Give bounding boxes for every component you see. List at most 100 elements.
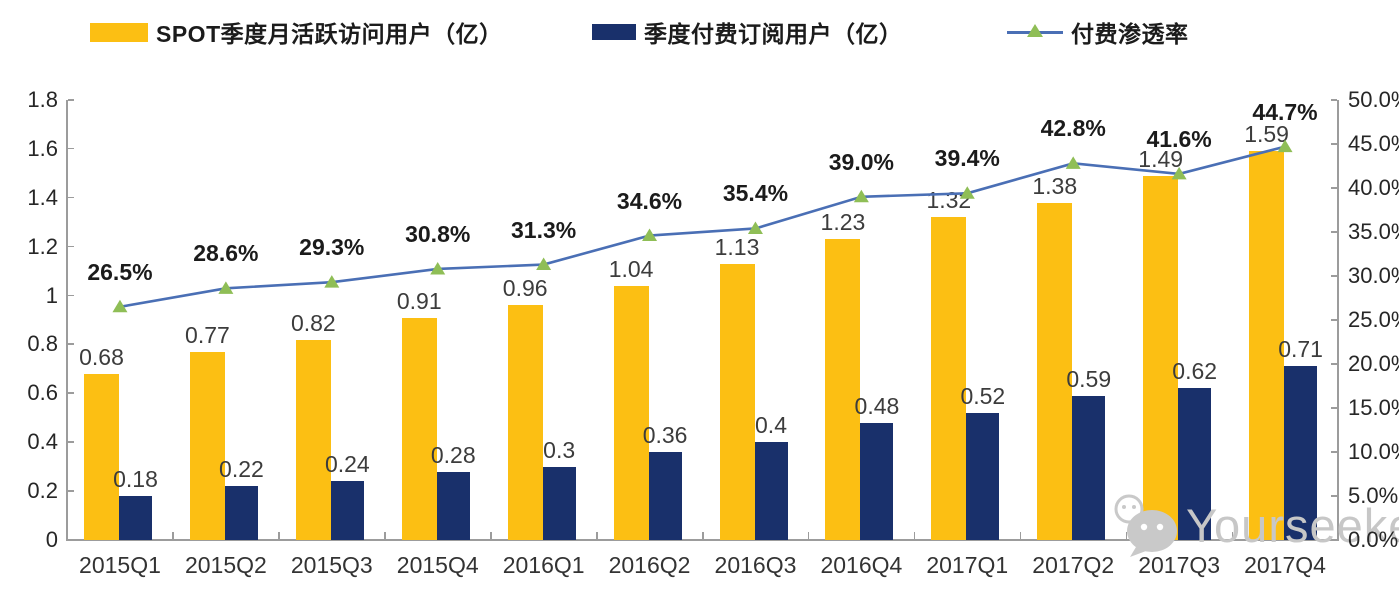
bar-mau-label: 1.38	[1032, 172, 1078, 199]
bar-paid	[860, 422, 894, 540]
bar-mau	[613, 285, 649, 540]
y-axis-right-tick-label: 40.0%	[1348, 175, 1399, 200]
penetration-label: 41.6%	[1146, 125, 1212, 152]
y-axis-right-tick-label: 20.0%	[1348, 351, 1399, 376]
triangle-marker-icon	[1027, 24, 1043, 37]
bar-paid	[224, 486, 258, 540]
x-axis-line	[66, 539, 1339, 541]
triangle-marker-icon	[218, 281, 234, 294]
bar-mau	[1037, 202, 1073, 540]
x-axis-tick-mark	[596, 532, 598, 539]
y-axis-right-tick-label: 30.0%	[1348, 263, 1399, 288]
bar-mau	[719, 263, 755, 540]
y-axis-left-tick-mark	[68, 441, 74, 443]
y-axis-right-tick-mark	[1331, 187, 1337, 189]
bar-mau-label: 1.49	[1138, 145, 1184, 172]
triangle-marker-icon	[324, 275, 340, 288]
bar-paid	[1072, 395, 1106, 540]
bar-paid	[330, 481, 364, 540]
y-axis-left-tick-mark	[68, 99, 74, 101]
penetration-label: 44.7%	[1252, 98, 1318, 125]
y-axis-right-tick-mark	[1331, 99, 1337, 101]
legend-line-marker-icon	[1007, 22, 1063, 42]
x-axis-label: 2015Q4	[396, 552, 479, 578]
bar-mau	[1143, 175, 1179, 540]
triangle-marker-icon	[747, 221, 763, 234]
triangle-marker-icon	[112, 299, 128, 313]
bar-paid-label: 0.22	[219, 456, 264, 483]
penetration-label: 42.8%	[1040, 115, 1106, 142]
x-axis-label: 2015Q1	[79, 552, 161, 578]
y-axis-left-tick-label: 0.8	[27, 331, 58, 357]
bar-mau	[931, 217, 967, 540]
bar-mau-label: 0.96	[502, 275, 548, 302]
y-axis-right-tick-label: 35.0%	[1348, 219, 1399, 244]
triangle-marker-icon	[430, 261, 446, 275]
x-axis-label: 2016Q4	[820, 552, 903, 578]
y-axis-left-tick-mark	[68, 539, 74, 541]
bar-mau-label: 1.23	[820, 209, 866, 236]
bar-mau	[1249, 151, 1285, 540]
y-axis-left-tick-mark	[68, 196, 74, 199]
bar-mau-label: 0.91	[396, 287, 442, 314]
bar-paid-label: 0.18	[113, 466, 158, 492]
bar-mau	[507, 305, 543, 540]
bar-paid	[436, 471, 470, 540]
y-axis-right-tick-mark	[1331, 539, 1337, 541]
penetration-label: 30.8%	[405, 220, 471, 247]
x-axis-label: 2016Q2	[608, 552, 691, 578]
x-axis-tick-mark	[1231, 532, 1234, 539]
triangle-marker-icon	[1277, 139, 1293, 153]
x-axis-tick-mark	[807, 532, 810, 539]
y-axis-left-tick-label: 0.2	[27, 478, 58, 504]
y-axis-right-line	[1337, 100, 1339, 541]
legend-item-mau: SPOT季度月活跃访问用户（亿）	[90, 14, 503, 50]
y-axis-right-tick-label: 50.0%	[1348, 87, 1399, 112]
penetration-label: 39.4%	[934, 145, 1000, 172]
x-axis-label: 2015Q2	[184, 552, 267, 578]
triangle-marker-icon	[536, 257, 552, 271]
y-axis-right-tick-mark	[1331, 451, 1337, 453]
bar-paid	[966, 412, 1000, 540]
triangle-marker-icon	[853, 189, 869, 203]
bar-mau-label: 0.82	[290, 309, 336, 336]
x-axis-tick-mark	[384, 532, 386, 539]
y-axis-right-tick-label: 0.0%	[1348, 527, 1399, 552]
y-axis-left-tick-label: 1.2	[27, 233, 58, 259]
legend-item-penetration: 付费渗透率	[1007, 14, 1189, 50]
legend-swatch-paid	[592, 24, 636, 40]
legend-item-paid: 季度付费订阅用户（亿）	[592, 14, 903, 50]
bar-paid-label: 0.52	[960, 382, 1006, 409]
penetration-label: 26.5%	[87, 258, 153, 285]
x-axis-label: 2017Q2	[1032, 552, 1115, 578]
penetration-label: 31.3%	[511, 216, 577, 243]
legend-label-penetration: 付费渗透率	[1071, 21, 1189, 47]
bar-mau	[825, 239, 861, 540]
bar-mau	[84, 373, 119, 540]
y-axis-right-tick-mark	[1331, 275, 1337, 277]
x-axis-tick-mark	[702, 532, 704, 539]
x-axis-label: 2017Q1	[926, 552, 1009, 578]
y-axis-left-tick-mark	[68, 392, 74, 394]
y-axis-left-tick-mark	[68, 343, 74, 345]
bar-paid-label: 0.71	[1278, 336, 1323, 363]
bar-mau-label: 1.13	[714, 233, 760, 260]
bar-paid-label: 0.59	[1066, 365, 1112, 392]
y-axis-right-tick-mark	[1331, 407, 1337, 409]
y-axis-right-tick-mark	[1331, 143, 1337, 145]
penetration-label: 28.6%	[193, 240, 259, 267]
bar-mau-label: 1.59	[1244, 121, 1289, 148]
x-axis-tick-mark	[913, 532, 916, 539]
bar-paid	[754, 442, 788, 540]
penetration-label: 34.6%	[616, 187, 683, 214]
x-axis-tick-mark	[278, 532, 280, 539]
y-axis-left-tick-label: 1.8	[27, 87, 58, 112]
bar-mau-label: 1.32	[926, 187, 972, 214]
bar-mau	[401, 317, 437, 540]
y-axis-right-tick-mark	[1331, 495, 1337, 497]
penetration-label: 35.4%	[722, 180, 789, 207]
y-axis-right-tick-mark	[1331, 231, 1337, 233]
bar-paid-label: 0.28	[430, 441, 476, 468]
bar-mau	[295, 339, 331, 540]
